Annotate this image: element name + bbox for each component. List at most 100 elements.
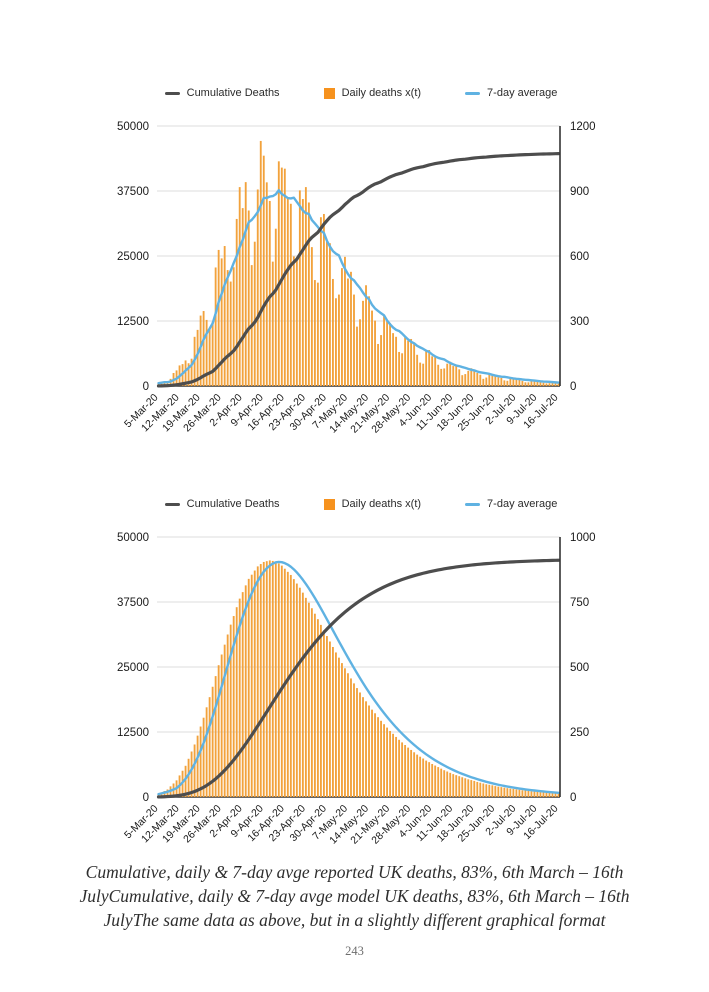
daily-deaths-bar xyxy=(286,571,289,797)
daily-deaths-bar xyxy=(440,368,443,386)
daily-deaths-bar xyxy=(416,754,419,797)
daily-deaths-bar xyxy=(488,374,491,386)
left-axis-tick-label: 12500 xyxy=(117,727,149,739)
daily-deaths-bar xyxy=(404,337,407,386)
left-axis-tick-label: 50000 xyxy=(117,532,149,544)
daily-deaths-bar xyxy=(256,566,259,797)
daily-deaths-bar xyxy=(335,298,337,386)
daily-deaths-bar xyxy=(353,294,355,386)
daily-deaths-bar xyxy=(271,560,274,797)
daily-deaths-bar xyxy=(521,790,524,797)
daily-deaths-bar xyxy=(241,592,244,797)
daily-deaths-bar xyxy=(425,760,428,797)
daily-deaths-bar xyxy=(449,361,452,386)
daily-deaths-bar xyxy=(419,756,422,797)
daily-deaths-bar xyxy=(437,364,440,386)
daily-deaths-bar xyxy=(422,363,425,386)
daily-deaths-bar xyxy=(368,296,370,386)
daily-deaths-bar xyxy=(196,329,199,386)
daily-deaths-bar xyxy=(401,353,404,386)
daily-deaths-bar xyxy=(344,256,346,386)
daily-deaths-bar xyxy=(208,697,211,797)
daily-deaths-bar xyxy=(470,780,473,797)
daily-deaths-bar xyxy=(319,624,322,797)
daily-deaths-bar xyxy=(554,793,557,797)
bar-series-swatch xyxy=(323,87,335,99)
daily-deaths-bar xyxy=(295,257,298,386)
caption-line-1: Cumulative, daily & 7-day avge reported … xyxy=(85,862,624,882)
right-axis-tick-label: 1200 xyxy=(570,121,596,133)
daily-deaths-bar xyxy=(524,790,527,797)
caption-line-3: JulyThe same data as above, but in a sli… xyxy=(103,910,606,930)
daily-deaths-bar xyxy=(401,742,404,797)
daily-deaths-bar xyxy=(268,200,271,386)
left-axis-tick-label: 0 xyxy=(143,792,149,804)
right-axis-tick-label: 750 xyxy=(570,597,589,609)
daily-deaths-bar xyxy=(268,560,271,797)
daily-deaths-bar xyxy=(557,793,560,797)
legend-item-0: Cumulative Deaths xyxy=(164,87,280,99)
daily-deaths-bar xyxy=(208,328,211,386)
daily-deaths-bar xyxy=(449,772,452,797)
daily-deaths-bar xyxy=(184,765,187,797)
daily-deaths-bar xyxy=(389,323,392,386)
daily-deaths-bar xyxy=(274,228,277,386)
left-axis-tick-label: 25000 xyxy=(117,251,149,263)
right-axis-tick-label: 300 xyxy=(570,316,589,328)
left-axis-tick-label: 37500 xyxy=(117,597,149,609)
left-axis-tick-label: 0 xyxy=(143,381,149,393)
legend-label: 7-day average xyxy=(487,498,558,510)
daily-deaths-bar xyxy=(530,380,533,386)
daily-deaths-bar xyxy=(407,747,410,797)
daily-deaths-bar xyxy=(386,320,388,386)
daily-deaths-bar xyxy=(452,366,455,386)
daily-deaths-bar xyxy=(247,210,250,386)
daily-deaths-bar xyxy=(521,381,524,386)
daily-deaths-bar xyxy=(467,779,470,797)
daily-deaths-bar xyxy=(235,607,238,797)
daily-deaths-bar xyxy=(395,336,398,386)
daily-deaths-bar xyxy=(347,278,349,386)
legend-item-2: 7-day average xyxy=(465,498,557,510)
daily-deaths-bar xyxy=(509,378,512,386)
daily-deaths-bar xyxy=(217,665,220,797)
daily-deaths-bar xyxy=(365,285,367,386)
daily-deaths-bar xyxy=(551,382,554,386)
reported-chart-legend: Cumulative Deaths Daily deaths x(t) 7-day … xyxy=(115,84,607,102)
daily-deaths-bar xyxy=(500,787,503,797)
left-axis-tick-label: 37500 xyxy=(117,186,149,198)
daily-deaths-bar xyxy=(374,320,376,386)
daily-deaths-bar xyxy=(338,657,340,797)
daily-deaths-bar xyxy=(259,564,262,797)
figure-caption: Cumulative, daily & 7-day avge reported … xyxy=(0,860,709,932)
daily-deaths-bar xyxy=(530,791,533,797)
daily-deaths-bar xyxy=(371,310,373,386)
daily-deaths-bar xyxy=(356,326,358,386)
legend-item-1: Daily deaths x(t) xyxy=(323,498,421,510)
daily-deaths-bar xyxy=(392,733,395,797)
daily-deaths-bar xyxy=(431,356,434,386)
daily-deaths-bar xyxy=(353,683,355,797)
daily-deaths-bar xyxy=(166,789,169,797)
daily-deaths-bar xyxy=(232,616,235,797)
daily-deaths-bar xyxy=(470,368,473,386)
daily-deaths-bar xyxy=(482,378,485,386)
daily-deaths-bar xyxy=(329,641,331,797)
daily-deaths-bar xyxy=(464,374,467,386)
daily-deaths-bar xyxy=(395,736,398,797)
daily-deaths-bar xyxy=(310,247,313,386)
daily-deaths-bar xyxy=(464,778,467,797)
daily-deaths-bar xyxy=(392,333,395,386)
daily-deaths-bar xyxy=(416,354,419,386)
daily-deaths-bar xyxy=(377,343,379,386)
legend-item-2: 7-day average xyxy=(465,87,557,99)
daily-deaths-bar xyxy=(265,182,268,386)
daily-deaths-bar xyxy=(190,751,193,797)
daily-deaths-bar xyxy=(476,373,479,386)
daily-deaths-bar xyxy=(265,561,268,797)
seven-day-average-line xyxy=(157,189,560,385)
daily-deaths-bar xyxy=(193,744,196,797)
daily-deaths-bar xyxy=(347,673,349,797)
